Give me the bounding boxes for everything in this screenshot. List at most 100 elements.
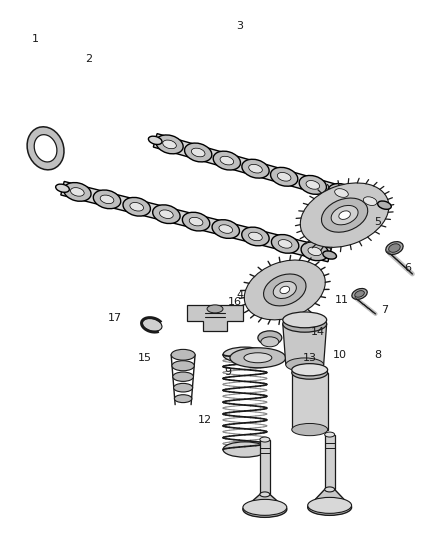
Ellipse shape [148,136,162,144]
Ellipse shape [56,184,69,192]
Ellipse shape [283,316,327,332]
Ellipse shape [258,331,282,345]
Ellipse shape [171,350,195,360]
Ellipse shape [292,364,328,376]
Ellipse shape [244,260,325,320]
Ellipse shape [242,159,269,178]
Ellipse shape [300,183,389,247]
Ellipse shape [219,225,233,233]
Ellipse shape [286,358,324,372]
Text: 4: 4 [237,290,244,300]
Ellipse shape [308,497,352,513]
Ellipse shape [389,244,400,252]
Text: 9: 9 [224,367,232,377]
Ellipse shape [323,251,336,259]
Ellipse shape [335,189,348,197]
Text: 12: 12 [198,415,212,425]
Ellipse shape [292,424,328,435]
Ellipse shape [34,135,57,162]
Ellipse shape [223,442,267,457]
Text: 3: 3 [237,21,244,30]
Ellipse shape [220,156,233,165]
Ellipse shape [243,502,287,518]
Polygon shape [187,305,243,331]
Ellipse shape [100,195,114,204]
Text: 7: 7 [381,305,388,315]
Ellipse shape [173,383,193,392]
Ellipse shape [130,203,144,211]
Ellipse shape [261,337,279,347]
Ellipse shape [207,305,223,313]
Ellipse shape [357,192,384,211]
Ellipse shape [273,281,297,298]
Ellipse shape [280,286,290,294]
Ellipse shape [184,143,212,162]
Text: 6: 6 [404,263,411,273]
Ellipse shape [172,361,194,371]
Ellipse shape [260,437,270,442]
Polygon shape [260,440,270,495]
Ellipse shape [271,167,298,186]
Ellipse shape [212,220,240,238]
Ellipse shape [189,217,203,226]
Ellipse shape [355,290,364,297]
Ellipse shape [156,135,183,154]
Ellipse shape [278,240,292,248]
Ellipse shape [242,227,269,246]
Text: 14: 14 [311,327,325,337]
Ellipse shape [93,190,121,209]
Ellipse shape [64,183,91,201]
Ellipse shape [283,312,327,328]
Ellipse shape [331,205,358,225]
Polygon shape [325,434,335,489]
Ellipse shape [182,212,210,231]
Polygon shape [292,373,328,430]
Ellipse shape [364,197,377,205]
Text: 11: 11 [335,295,349,305]
Ellipse shape [299,175,326,195]
Ellipse shape [386,241,403,254]
Ellipse shape [352,288,367,300]
Ellipse shape [249,232,262,241]
Polygon shape [61,181,331,262]
Ellipse shape [173,372,194,382]
Text: 13: 13 [303,353,317,363]
Ellipse shape [249,164,262,173]
Ellipse shape [230,348,286,368]
Ellipse shape [308,499,352,515]
Ellipse shape [27,127,64,170]
Text: 10: 10 [332,350,346,360]
Text: 2: 2 [85,53,92,63]
Text: 8: 8 [374,350,381,360]
Ellipse shape [153,205,180,223]
Ellipse shape [71,188,84,196]
Ellipse shape [264,274,306,306]
Ellipse shape [378,201,391,209]
Ellipse shape [123,197,150,216]
Polygon shape [243,495,287,510]
Ellipse shape [142,319,162,331]
Ellipse shape [321,198,368,232]
Ellipse shape [159,210,173,219]
Polygon shape [153,134,386,212]
Ellipse shape [292,366,328,379]
Ellipse shape [277,173,291,181]
Ellipse shape [174,395,192,402]
Polygon shape [308,489,352,507]
Ellipse shape [243,499,287,515]
Text: 15: 15 [138,353,152,363]
Ellipse shape [163,140,177,149]
Ellipse shape [325,432,335,437]
Polygon shape [283,324,327,365]
Ellipse shape [191,148,205,157]
Text: 17: 17 [108,313,122,323]
Ellipse shape [272,235,299,253]
Text: 16: 16 [228,297,242,307]
Text: 1: 1 [32,34,39,44]
Text: 5: 5 [374,217,381,227]
Ellipse shape [223,347,267,362]
Ellipse shape [328,183,355,203]
Ellipse shape [306,181,320,189]
Ellipse shape [325,487,335,492]
Ellipse shape [260,492,270,497]
